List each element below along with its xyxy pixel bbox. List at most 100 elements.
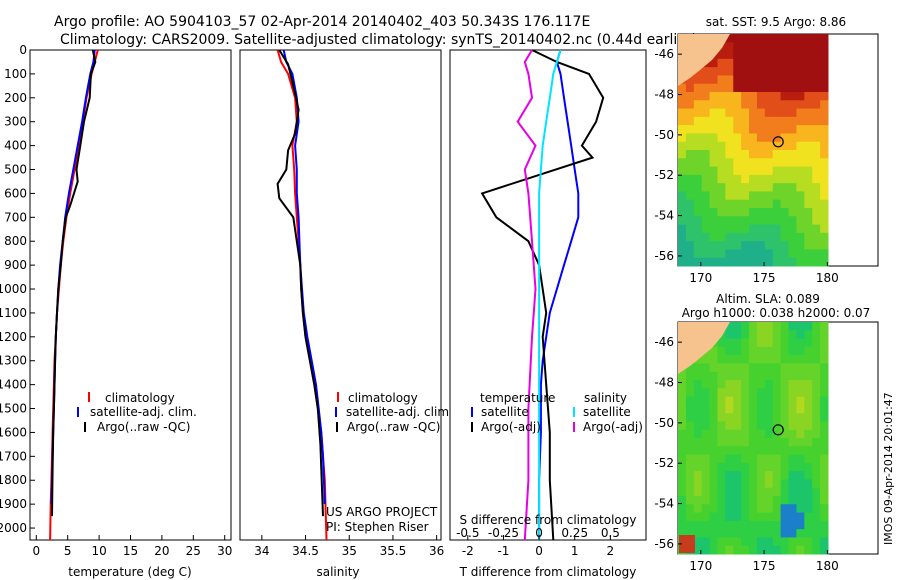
x-tick-label: 10	[91, 544, 106, 558]
map-cell	[780, 363, 790, 373]
map-cell	[796, 183, 805, 192]
map-cell	[780, 545, 790, 555]
map-cell	[733, 208, 742, 217]
map-cell	[725, 208, 734, 217]
map-cell	[780, 83, 790, 93]
difference-panel: -2 -1 0 1 2 -0.5 -0.25 0 0.25 0.5 S difference f…	[449, 49, 647, 579]
lat-tick-label: -54	[654, 497, 674, 511]
sla-lat-tick-labels: -46 -48 -50 -52 -54 -56	[654, 335, 682, 551]
map-cell	[796, 322, 805, 331]
map-cell	[701, 496, 711, 505]
map-cell	[764, 58, 774, 68]
map-cell	[717, 454, 726, 464]
map-cell	[796, 67, 805, 76]
map-cell	[733, 404, 742, 414]
map-cell	[820, 446, 829, 456]
map-cell	[756, 116, 766, 126]
map-cell	[772, 421, 782, 431]
project-label: US ARGO PROJECT	[326, 505, 438, 519]
map-cell	[772, 249, 782, 259]
map-cell	[780, 199, 790, 209]
map-cell	[693, 520, 703, 530]
map-cell	[685, 241, 695, 250]
map-cell	[820, 183, 829, 192]
map-cell	[796, 363, 805, 373]
map-cell	[796, 371, 805, 381]
map-cell	[725, 174, 734, 184]
map-cell	[756, 67, 766, 76]
map-cell	[796, 338, 805, 348]
map-cell	[678, 183, 687, 192]
map-cell	[764, 487, 774, 497]
map-cell	[733, 241, 742, 250]
map-cell	[749, 504, 758, 514]
map-cell	[780, 404, 790, 414]
map-cell	[749, 438, 758, 447]
map-cell	[749, 199, 758, 209]
map-cell	[749, 67, 758, 76]
map-cell	[709, 183, 718, 192]
map-cell	[812, 208, 821, 217]
sla-land-nz	[678, 322, 730, 374]
map-cell	[709, 429, 718, 439]
s-tick-label: -0.5	[456, 526, 479, 540]
map-cell	[764, 116, 774, 126]
map-cell	[780, 496, 790, 505]
map-cell	[701, 404, 711, 414]
series-line-argo-raw-qc	[51, 49, 97, 517]
map-cell	[741, 232, 750, 242]
map-cell	[701, 158, 711, 168]
map-cell	[796, 520, 805, 530]
map-cell	[780, 224, 790, 234]
map-cell	[741, 191, 750, 201]
map-cell	[796, 224, 805, 234]
map-cell	[685, 199, 695, 209]
map-cell	[678, 216, 687, 226]
map-cell	[772, 462, 782, 472]
map-cell	[733, 421, 742, 431]
map-cell	[749, 174, 758, 184]
map-cell	[741, 512, 750, 522]
map-cell	[796, 396, 805, 406]
map-cell	[820, 50, 829, 60]
map-cell	[741, 454, 750, 464]
map-cell	[812, 330, 821, 340]
map-cell	[788, 50, 797, 60]
map-cell	[764, 241, 774, 250]
map-cell	[725, 42, 734, 52]
map-cell	[717, 257, 726, 267]
map-cell	[749, 208, 758, 217]
map-cell	[678, 141, 687, 151]
map-cell	[780, 371, 790, 381]
map-cell	[685, 396, 695, 406]
map-cell	[701, 545, 711, 555]
pi-label: PI: Stephen Riser	[326, 520, 429, 534]
map-cell	[788, 83, 797, 93]
map-cell	[788, 125, 797, 134]
map-cell	[756, 158, 766, 168]
map-cell	[788, 183, 797, 192]
map-cell	[709, 232, 718, 242]
map-cell	[764, 371, 774, 381]
map-cell	[820, 330, 829, 340]
map-cell	[804, 520, 813, 530]
map-cell	[772, 363, 782, 373]
map-cell	[804, 208, 813, 217]
map-cell	[812, 413, 821, 422]
map-cell	[756, 224, 766, 234]
map-cell	[820, 191, 829, 201]
map-cell	[701, 216, 711, 226]
x-tick-label: 36	[429, 544, 444, 558]
map-cell	[709, 355, 718, 364]
map-cell	[741, 413, 750, 422]
map-cell	[717, 125, 726, 134]
map-cell	[701, 100, 711, 110]
map-cell	[749, 330, 758, 340]
map-cell	[812, 174, 821, 184]
map-cell	[780, 241, 790, 250]
map-cell	[780, 446, 790, 456]
map-cell	[820, 58, 829, 68]
map-cell	[741, 421, 750, 431]
map-cell	[796, 429, 805, 439]
map-cell	[756, 429, 766, 439]
